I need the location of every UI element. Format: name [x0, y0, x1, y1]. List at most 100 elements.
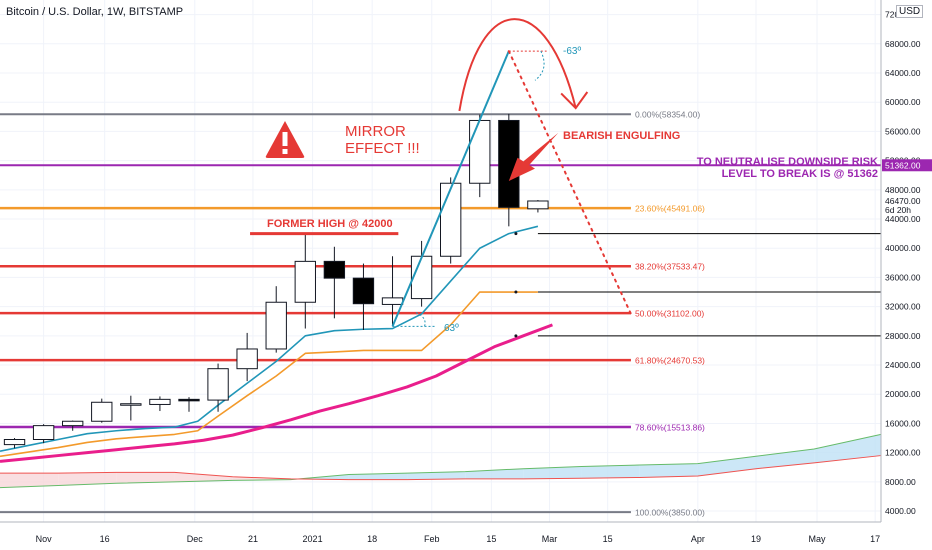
x-tick-label: 19: [751, 534, 761, 544]
marker-dot: [514, 232, 518, 236]
candle-body: [381, 297, 404, 305]
cloud-segment: [407, 471, 466, 480]
ma-line: [0, 291, 538, 458]
candle-body: [3, 439, 26, 446]
cloud-segment: [174, 472, 233, 482]
neutralise-label: TO NEUTRALISE DOWNSIDE RISK LEVEL TO BRE…: [697, 156, 878, 180]
y-tick-label: 60000.00: [885, 97, 921, 107]
x-tick-label: Feb: [424, 534, 440, 544]
candle-body: [62, 420, 84, 427]
cloud-span-a: [0, 433, 882, 489]
drawings: [250, 18, 632, 338]
x-tick-label: 2021: [303, 534, 323, 544]
fib-label: 0.00%(58354.00): [635, 110, 700, 120]
fib-levels: 0.00%(58354.00) 23.60%(45491.06) 38.20%(37…: [0, 110, 705, 518]
ma-line: [0, 225, 539, 452]
candle-body: [294, 260, 316, 303]
angle-arc-bottom: [415, 312, 426, 327]
grid-layer: [0, 0, 881, 522]
warning-icon: [264, 118, 306, 160]
y-tick-label: 40000.00: [885, 243, 921, 253]
fib-label: 50.00%(31102.00): [635, 309, 704, 319]
mirror-projection: [507, 50, 632, 315]
x-tick-label: 15: [486, 534, 496, 544]
candle-body: [469, 119, 491, 184]
x-tick-label: 18: [367, 534, 377, 544]
x-tick-label: Apr: [691, 534, 705, 544]
fib-label: 23.60%(45491.06): [635, 204, 705, 214]
x-tick-label: 15: [603, 534, 613, 544]
candle-body: [178, 398, 200, 402]
x-tick-label: Dec: [187, 534, 204, 544]
y-tick-label: 16000.00: [885, 418, 921, 428]
fib-label: 38.20%(37533.47): [635, 262, 705, 272]
price-tag-label: 46470.00: [885, 196, 921, 206]
angle-label-bottom: 63º: [444, 323, 459, 334]
mirror-arc-arrow: [458, 18, 577, 112]
neutralise-line-2: LEVEL TO BREAK IS @ 51362: [721, 168, 878, 180]
candles: [3, 113, 549, 449]
marker-dot: [514, 334, 518, 338]
x-tick-label: 21: [248, 534, 258, 544]
candle-body: [352, 277, 375, 305]
candle-body: [91, 401, 113, 422]
y-tick-label: 12000.00: [885, 448, 921, 458]
chart-title: Bitcoin / U.S. Dollar, 1W, BITSTAMP: [6, 6, 184, 18]
horizontal-lines: [0, 164, 881, 337]
cloud-segment: [639, 463, 698, 478]
price-tag-label: 51362.00: [885, 160, 921, 170]
cloud-segment: [58, 472, 117, 486]
cloud-segment: [0, 473, 59, 488]
y-tick-label: 48000.00: [885, 185, 921, 195]
marker-dot: [514, 290, 518, 294]
x-tick-label: 16: [100, 534, 110, 544]
y-tick-label: 32000.00: [885, 302, 921, 312]
fib-label: 61.80%(24670.53): [635, 356, 705, 366]
fib-label: 78.60%(15513.86): [635, 422, 705, 432]
candle-body: [410, 255, 433, 300]
candle-body: [120, 403, 142, 406]
bearish-arrow: [508, 132, 559, 182]
cloud-segment: [523, 466, 582, 479]
candle-body: [149, 398, 171, 405]
y-tick-label: 24000.00: [885, 360, 921, 370]
cloud-span-b: [0, 455, 882, 481]
cloud-segment: [755, 448, 815, 469]
bearish-engulfing-label: BEARISH ENGULFING: [563, 130, 681, 142]
x-tick-label: Mar: [542, 534, 558, 544]
candle-body: [527, 200, 549, 210]
trend-line: [391, 50, 510, 327]
x-tick-label: 17: [870, 534, 880, 544]
angle-label-top: -63º: [563, 46, 582, 57]
cloud-segment: [814, 434, 881, 463]
price-tag-sub: 6d 20h: [885, 205, 911, 215]
candle-body: [440, 182, 462, 257]
candle-body: [265, 301, 287, 350]
y-tick-label: 56000.00: [885, 126, 921, 136]
y-tick-label: 4000.00: [885, 506, 916, 516]
cloud-segment: [116, 472, 175, 484]
cloud-segment: [697, 456, 756, 477]
cloud-segment: [348, 473, 408, 480]
mirror-arc-arrowhead: [560, 91, 589, 110]
ma-line: [0, 323, 553, 463]
cloud-segment: [581, 465, 640, 479]
y-tick-label: 44000.00: [885, 214, 921, 224]
y-tick-label: 28000.00: [885, 331, 921, 341]
former-high-label: FORMER HIGH @ 42000: [267, 218, 393, 230]
y-tick-label: 36000.00: [885, 272, 921, 282]
y-tick-label: 8000.00: [885, 477, 916, 487]
x-tick-label: May: [809, 534, 827, 544]
candle-body: [207, 368, 229, 401]
price-tag-bg: [882, 194, 932, 215]
moving-averages: [0, 225, 553, 463]
ichimoku-cloud: [0, 433, 882, 489]
x-tick-label: Nov: [36, 534, 53, 544]
angle-arc-top: [534, 50, 545, 81]
y-tick-label: 68000.00: [885, 39, 921, 49]
candle-body: [236, 348, 258, 370]
currency-badge[interactable]: USD: [896, 5, 924, 18]
